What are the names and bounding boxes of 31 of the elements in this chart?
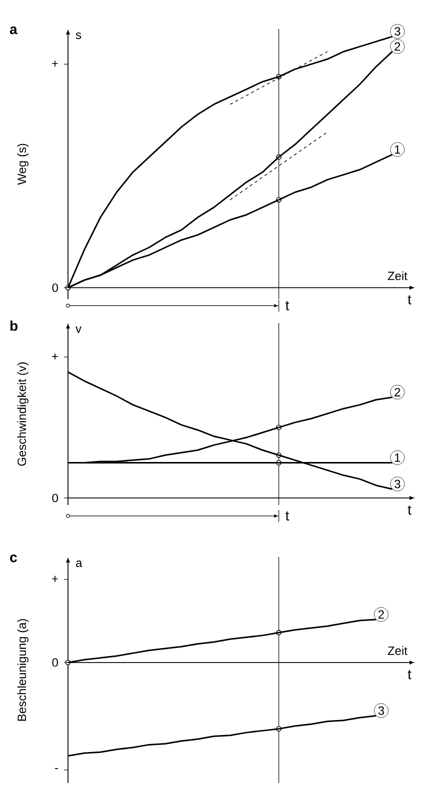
text: - <box>55 768 58 770</box>
chart-title: a <box>10 26 18 34</box>
text: t <box>286 511 290 521</box>
chart-title: b <box>10 320 18 331</box>
annotation: Zeit <box>388 271 408 280</box>
legend-label: 2 <box>394 42 400 51</box>
text: 0 <box>52 658 58 667</box>
text: + <box>52 60 58 67</box>
series-label: 1 <box>394 145 400 154</box>
text: Zeit <box>388 646 408 655</box>
y-axis-title: Weg (s) <box>17 144 28 185</box>
y-axis-title: Geschwindigkeit (v) <box>17 362 28 466</box>
y-axis-title: Beschleunigung (a) <box>17 619 28 721</box>
series-label: 2 <box>394 388 400 396</box>
text: a <box>76 560 82 568</box>
text: + <box>52 576 58 582</box>
series-label: 2 <box>378 610 384 619</box>
text: t <box>286 301 290 310</box>
x-axis-title: t <box>408 295 412 304</box>
x-axis-title: t <box>408 505 412 515</box>
text: v <box>76 326 82 333</box>
series-label: 3 <box>394 27 400 36</box>
series-label: 3 <box>378 706 384 715</box>
series-label: 3 <box>394 480 400 488</box>
chart-title: c <box>10 554 17 562</box>
annotation: s <box>76 32 82 40</box>
text: 0 <box>52 283 58 292</box>
text: 0 <box>52 494 58 502</box>
text: + <box>52 354 58 360</box>
series-label: 1 <box>394 453 400 462</box>
x-axis-title: t <box>408 670 412 680</box>
